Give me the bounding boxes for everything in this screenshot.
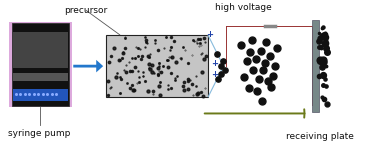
Text: syringe pump: syringe pump — [8, 129, 71, 138]
Text: +: + — [211, 59, 218, 68]
Bar — [312, 20, 319, 112]
Bar — [13, 89, 68, 101]
Bar — [9, 22, 72, 107]
Text: +: + — [211, 70, 218, 79]
Text: precursor: precursor — [65, 6, 108, 15]
Text: +: + — [207, 30, 214, 39]
Text: receiving plate: receiving plate — [285, 132, 353, 141]
Bar — [13, 32, 68, 67]
Bar — [11, 23, 70, 107]
Bar — [13, 73, 68, 82]
Bar — [105, 35, 208, 97]
Text: high voltage: high voltage — [215, 3, 271, 12]
